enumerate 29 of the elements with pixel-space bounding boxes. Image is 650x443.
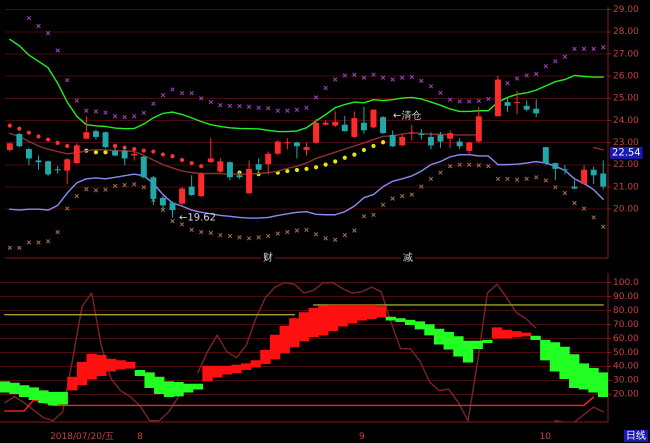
y-tick-label: 70.00 <box>613 320 640 330</box>
y-tick-label: 23.00 <box>613 138 640 148</box>
x-tick-label: 2018/07/20/五 <box>50 432 114 442</box>
text: 日线 <box>626 430 646 442</box>
y-tick-label: 25.00 <box>613 94 640 104</box>
y-tick-label: 26.00 <box>613 71 640 82</box>
y-tick-label: 60.00 <box>613 334 640 344</box>
y-tick-label: 24.00 <box>613 116 640 126</box>
y-tick-label: 20.00 <box>613 204 640 215</box>
x-tick-label: 10 <box>540 432 552 442</box>
x-tick-label: 9 <box>359 432 366 442</box>
y-tick-label: 20.00 <box>613 390 640 400</box>
y-tick-label: 90.00 <box>613 292 640 302</box>
annotation: 减 <box>403 252 413 264</box>
y-tick-label: 28.00 <box>613 27 640 38</box>
y-tick-label: 50.00 <box>613 348 640 358</box>
y-tick-label: 40.00 <box>613 362 640 372</box>
y-tick-label: 29.00 <box>613 4 640 15</box>
y-tick-label: 27.00 <box>613 49 640 60</box>
y-tick-label: 80.00 <box>613 306 640 316</box>
annotation: ←19.62 <box>179 212 216 224</box>
x-tick-label: 8 <box>137 432 144 442</box>
annotation: 财 <box>263 252 273 264</box>
annotation: 22.54 <box>612 147 641 158</box>
y-tick-label: 30.00 <box>613 376 640 386</box>
annotation: ←清仓 <box>393 110 422 122</box>
y-tick-label: 21.00 <box>613 182 640 192</box>
y-tick-label: 22.00 <box>613 160 640 170</box>
y-tick-label: 100.0 <box>613 278 640 288</box>
